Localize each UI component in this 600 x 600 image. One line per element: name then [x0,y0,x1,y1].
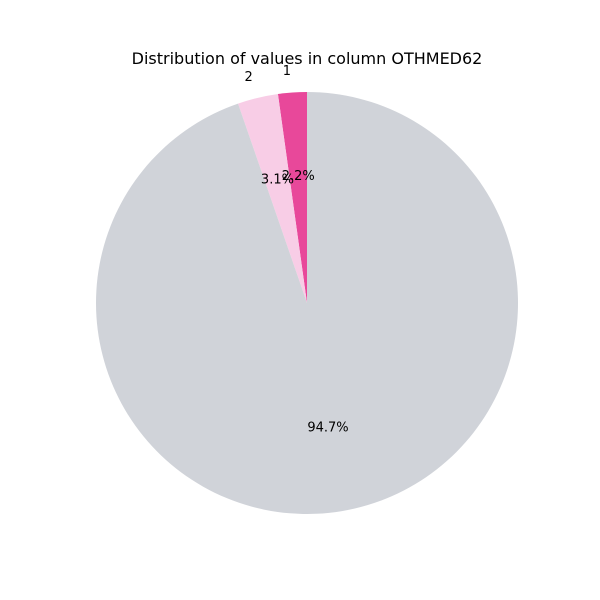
pie-slices [95,92,518,515]
pie-labels: 1 2.2% 2 3.1% 94.7% [245,64,349,435]
pie-slice-1 [277,92,307,303]
chart-title: Distribution of values in column OTHMED6… [132,49,483,68]
pct-label-other: 94.7% [307,420,348,435]
slice-label-1: 1 [283,64,291,79]
pie-slice-other [95,92,518,515]
slice-label-2: 2 [245,70,253,85]
pie-slice-2 [238,94,307,304]
pct-label-1: 2.2% [282,169,315,184]
pct-label-2: 3.1% [261,172,294,187]
